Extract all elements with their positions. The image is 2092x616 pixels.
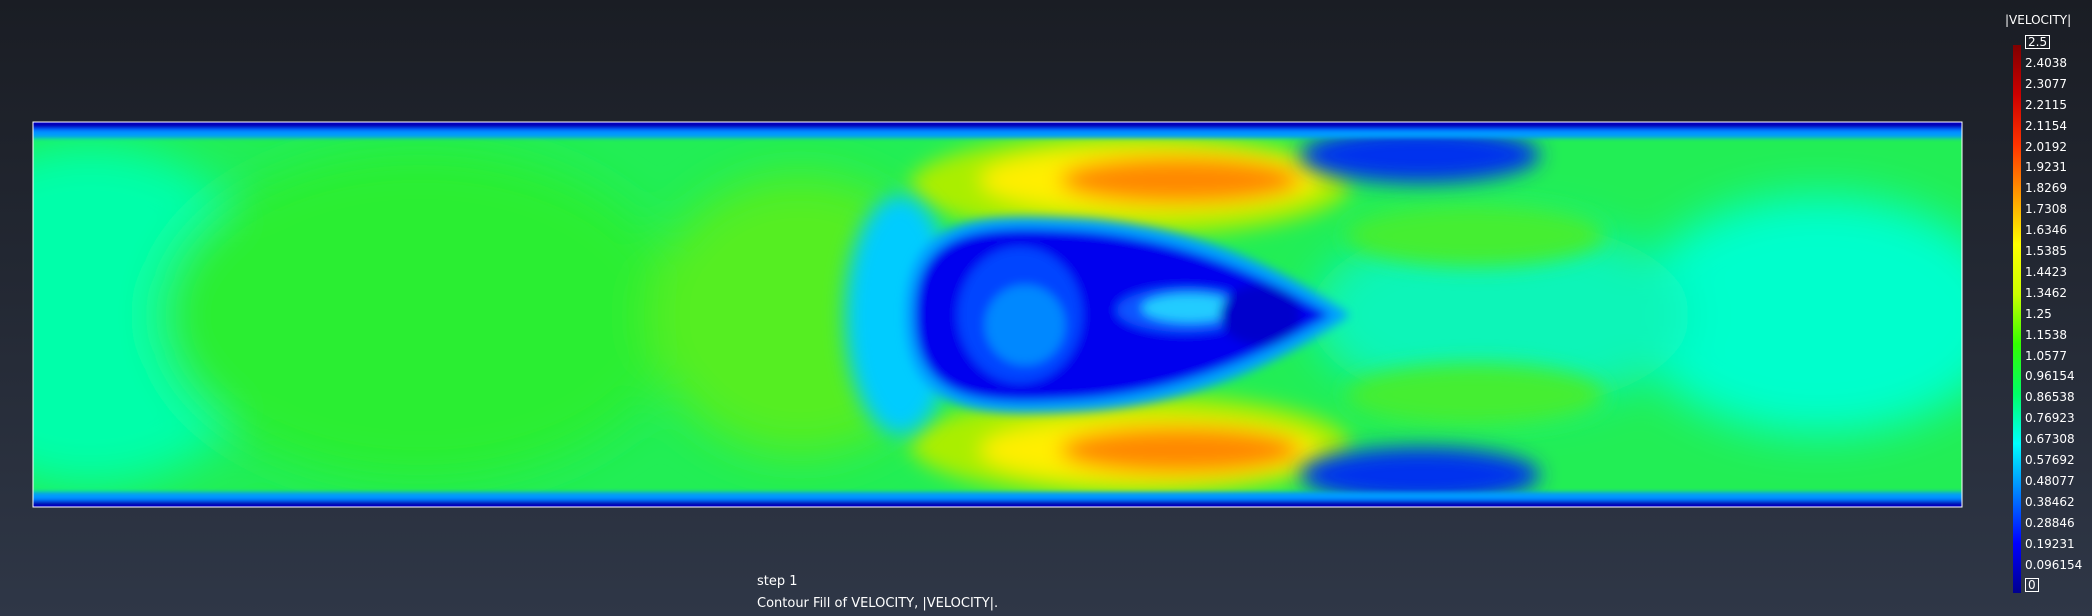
- jet-zones: [910, 133, 1605, 497]
- legend-tick-label: 0.96154: [2025, 369, 2075, 384]
- legend-tick-label: 2.4038: [2025, 55, 2067, 70]
- legend-tick-label: 2.5: [2025, 35, 2051, 49]
- legend-tick-label: 0.67308: [2025, 432, 2075, 447]
- legend-tick-label: 1.8269: [2025, 181, 2067, 196]
- legend-tick-label: 0.57692: [2025, 453, 2075, 467]
- legend-colorbar: [2013, 45, 2021, 593]
- legend-tick-label: 1.4423: [2025, 264, 2067, 279]
- legend-tick-label: 1.7308: [2025, 202, 2067, 217]
- legend-tick-label: 2.1154: [2025, 118, 2067, 133]
- broad-zones: [33, 145, 1962, 485]
- legend-tick-label: 0.76923: [2025, 411, 2075, 426]
- legend-tick-label: 0.48077: [2025, 473, 2075, 488]
- legend-tick-label: 1.25: [2025, 306, 2052, 321]
- legend-tick-label: 0.096154: [2025, 557, 2083, 572]
- result-caption: Contour Fill of VELOCITY, |VELOCITY|.: [757, 596, 999, 611]
- flow-field: [33, 122, 1962, 507]
- wake-zone: [905, 216, 1350, 414]
- legend-tick-label: 1.0577: [2025, 348, 2067, 363]
- legend-tick-label: 1.3462: [2025, 285, 2067, 300]
- legend-title: |VELOCITY|: [2005, 13, 2072, 27]
- legend-tick-label: 1.6346: [2025, 223, 2067, 238]
- legend-tick-label: 2.3077: [2025, 76, 2067, 91]
- legend-tick-label: 2.2115: [2025, 97, 2067, 112]
- wall-boundary-layers: [33, 122, 1962, 507]
- legend-tick-label: 1.9231: [2025, 160, 2067, 175]
- domain-border: [32, 121, 1963, 508]
- legend-tick-label: 0.28846: [2025, 515, 2075, 530]
- step-label: step 1: [757, 574, 798, 589]
- legend-tick-label: 1.1538: [2025, 327, 2067, 342]
- legend-tick-label: 0.86538: [2025, 390, 2075, 405]
- velocity-contour-plot[interactable]: [0, 0, 1990, 616]
- color-legend: |VELOCITY| 2.5 2.4038 2.3077 2.2115 2.1154 2.…: [2005, 10, 2092, 610]
- legend-tick-label: 2.0192: [2025, 139, 2067, 154]
- legend-tick-label: 0.19231: [2025, 536, 2075, 551]
- legend-tick-label: 0: [2025, 578, 2039, 593]
- legend-tick-label: 1.5385: [2025, 244, 2067, 258]
- legend-tick-label: 0.38462: [2025, 494, 2075, 509]
